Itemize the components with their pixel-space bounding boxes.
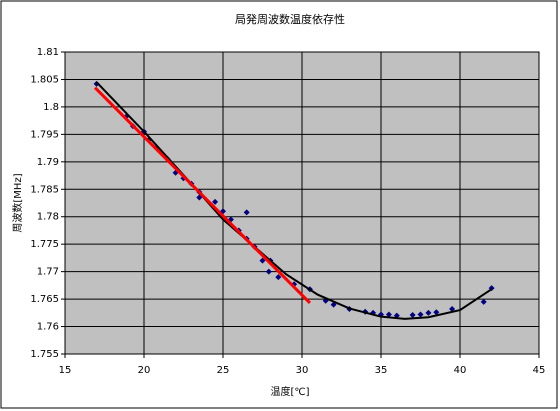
y-tick-label: 1.795 (30, 129, 59, 140)
data-point (433, 309, 440, 316)
x-tick-label: 35 (375, 365, 388, 376)
y-tick-label: 1.79 (37, 157, 59, 168)
y-tick-label: 1.765 (30, 294, 59, 305)
y-tick-label: 1.8 (43, 102, 59, 113)
data-point (385, 311, 392, 318)
y-tick-label: 1.805 (30, 74, 59, 85)
data-point (417, 311, 424, 318)
data-point (425, 309, 432, 316)
data-point (480, 298, 487, 305)
y-tick-label: 1.785 (30, 184, 59, 195)
y-tick-label: 1.775 (30, 239, 59, 250)
y-axis-label: 周波数[MHz] (11, 173, 24, 232)
y-tick-label: 1.755 (30, 349, 59, 360)
trend-line (93, 86, 311, 304)
x-tick-label: 25 (217, 365, 230, 376)
data-point (409, 312, 416, 319)
x-axis-label: 温度[℃] (270, 385, 309, 398)
y-tick-label: 1.77 (37, 267, 59, 278)
y-tick-label: 1.78 (37, 212, 59, 223)
data-point (259, 257, 266, 264)
data-point (212, 198, 219, 205)
data-point (196, 194, 203, 201)
x-tick-label: 40 (454, 365, 467, 376)
x-tick-label: 20 (138, 365, 151, 376)
data-point (275, 274, 282, 281)
data-point (243, 209, 250, 216)
x-tick-label: 45 (533, 365, 546, 376)
x-tick-label: 15 (59, 365, 72, 376)
y-tick-label: 1.76 (37, 322, 59, 333)
chart-title: 局発周波数温度依存性 (235, 12, 345, 26)
y-tick-label: 1.81 (37, 47, 59, 58)
data-point (265, 268, 272, 275)
x-tick-label: 30 (296, 365, 309, 376)
data-point (449, 305, 456, 312)
